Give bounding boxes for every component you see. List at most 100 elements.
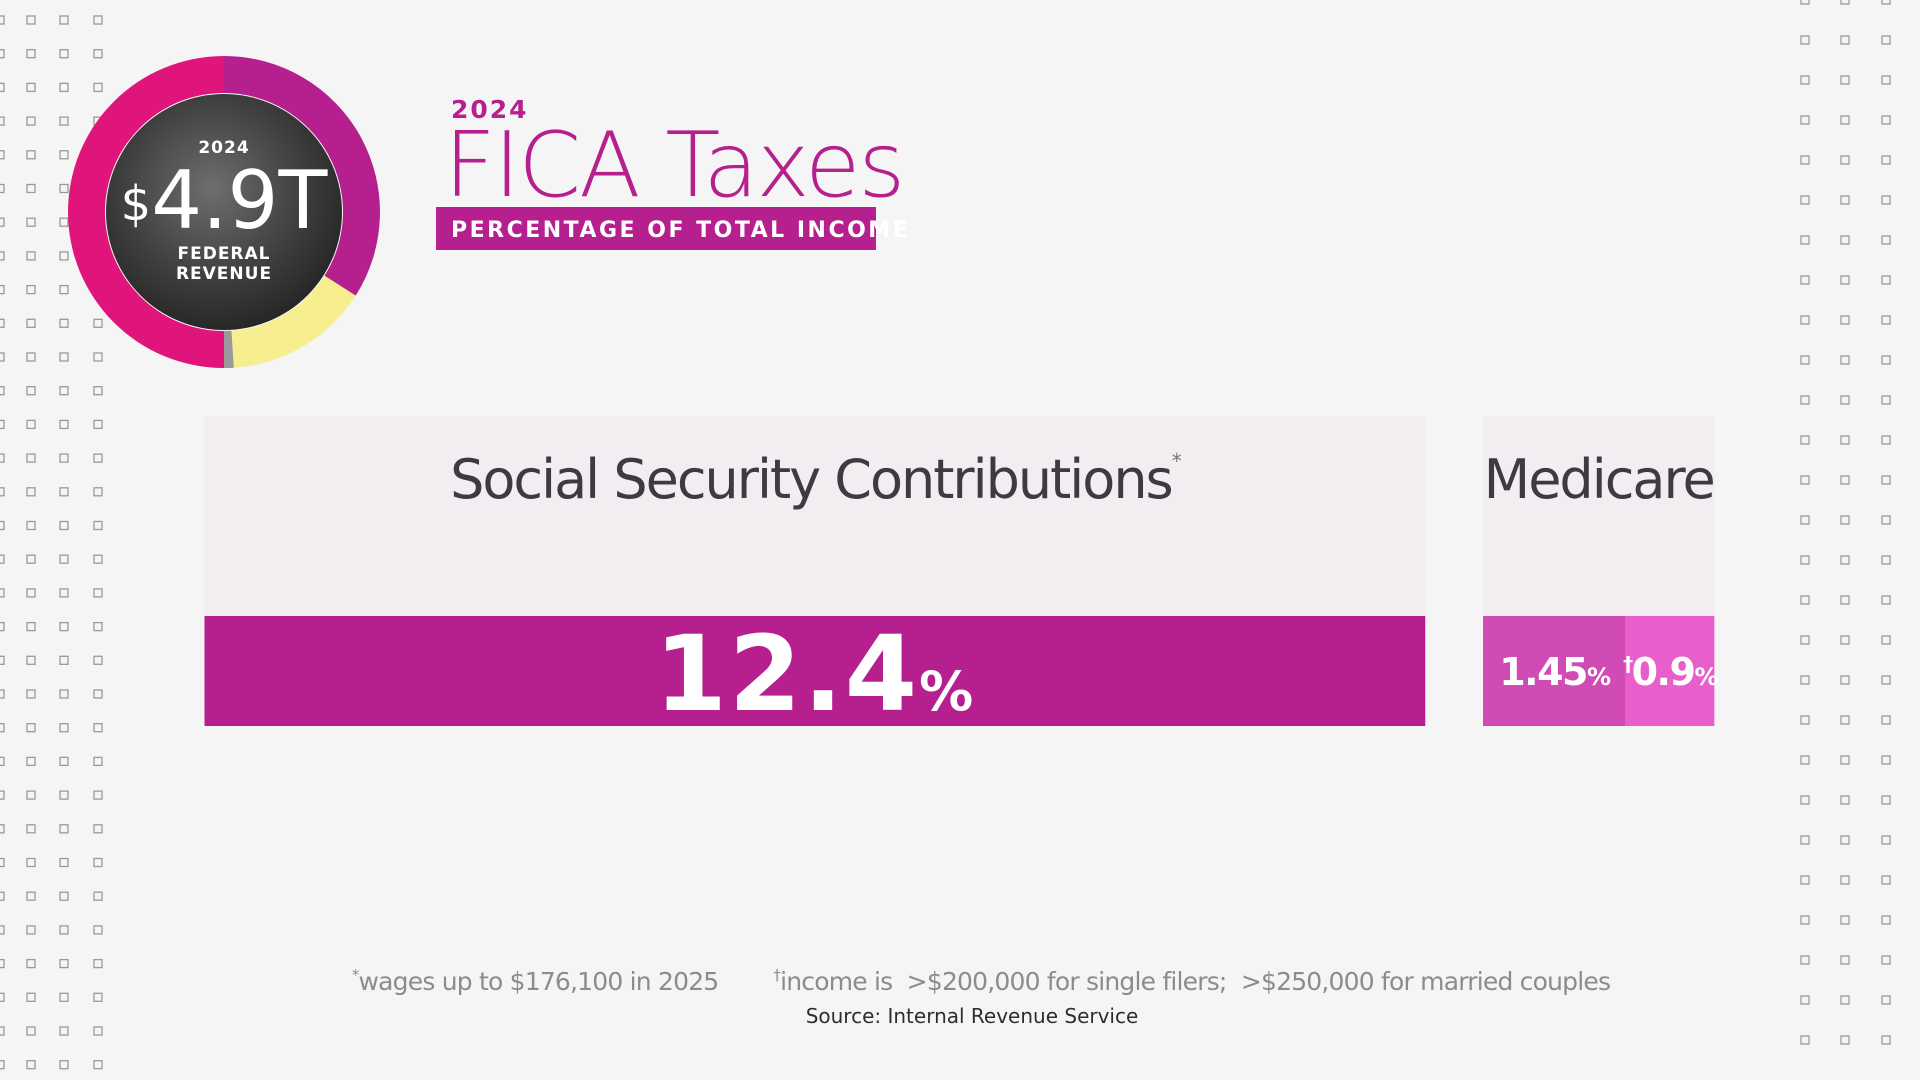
dot <box>1800 35 1810 45</box>
dot <box>93 958 103 969</box>
dot <box>93 689 103 699</box>
dot <box>59 824 69 834</box>
dot <box>0 150 5 160</box>
dot <box>26 183 36 194</box>
dot <box>93 318 103 328</box>
dot <box>1840 75 1850 85</box>
value-number: 12.4 <box>655 613 920 735</box>
dot <box>59 857 69 868</box>
dot <box>1881 195 1891 205</box>
dot <box>1800 435 1810 445</box>
dot <box>26 49 36 59</box>
dot <box>59 621 69 632</box>
dot <box>0 756 5 767</box>
dot <box>59 251 69 261</box>
donut-segment <box>224 56 380 296</box>
dot <box>1840 115 1850 125</box>
dot <box>93 82 103 93</box>
dot <box>93 1026 103 1036</box>
dot <box>1800 515 1810 525</box>
dot <box>26 386 36 396</box>
dot <box>59 15 69 25</box>
dot <box>1881 235 1891 245</box>
dot <box>26 824 36 834</box>
dot <box>0 621 5 632</box>
dot <box>0 487 5 497</box>
dot <box>0 689 5 699</box>
dot <box>1881 595 1891 605</box>
dot <box>59 487 69 497</box>
dot <box>1800 995 1810 1005</box>
dot <box>0 520 5 531</box>
dot <box>0 857 5 868</box>
dot <box>26 689 36 699</box>
dot <box>93 723 103 733</box>
dot-pattern <box>0 0 1891 1070</box>
dot <box>0 925 5 935</box>
footnotes: *wages up to $176,100 in 2025 †income is … <box>352 966 1610 996</box>
dot <box>1840 675 1850 685</box>
value-unit: % <box>919 660 975 723</box>
dot <box>59 49 69 59</box>
dot <box>1840 835 1850 845</box>
dot <box>26 554 36 564</box>
dot <box>59 925 69 935</box>
group-name: Medicare <box>1484 448 1714 511</box>
dot <box>26 588 36 598</box>
dot <box>1800 955 1810 965</box>
footnote-text: wages up to $176,100 in 2025 <box>359 967 719 996</box>
dot <box>93 15 103 25</box>
dot <box>1840 1035 1850 1045</box>
dot <box>1800 755 1810 765</box>
dot <box>59 756 69 767</box>
dot <box>1881 675 1891 685</box>
dot <box>26 82 36 93</box>
group-name-text: Medicare <box>1484 448 1714 511</box>
dot <box>26 284 36 295</box>
dot <box>1840 715 1850 725</box>
dot <box>26 891 36 901</box>
dot <box>1840 275 1850 285</box>
dot <box>59 183 69 194</box>
dot <box>59 419 69 430</box>
dot <box>59 992 69 1002</box>
dot <box>0 183 5 194</box>
dot <box>1881 75 1891 85</box>
dot <box>0 554 5 564</box>
dot <box>1840 435 1850 445</box>
dot <box>0 588 5 598</box>
dot <box>1840 635 1850 645</box>
dot <box>0 386 5 396</box>
dot <box>59 689 69 699</box>
dot <box>1881 315 1891 325</box>
header-title: FICA Taxes <box>444 113 903 218</box>
dot <box>0 824 5 834</box>
dot <box>59 453 69 463</box>
dot <box>93 925 103 935</box>
dot <box>1800 195 1810 205</box>
donut-segment <box>68 56 224 368</box>
dot <box>0 49 5 59</box>
dot <box>59 150 69 160</box>
dot <box>93 891 103 901</box>
dot <box>26 15 36 25</box>
dot <box>1840 235 1850 245</box>
dot <box>1881 35 1891 45</box>
dot <box>59 82 69 93</box>
dot <box>93 857 103 868</box>
dot <box>93 352 103 362</box>
subtitle-box <box>436 207 876 250</box>
header-subtitle: PERCENTAGE OF TOTAL INCOME <box>451 218 910 243</box>
dot <box>1800 75 1810 85</box>
dot <box>59 520 69 531</box>
dot <box>1800 715 1810 725</box>
dot <box>59 352 69 362</box>
source: Source: Internal Revenue Service <box>806 1004 1139 1028</box>
dot <box>59 554 69 564</box>
dot <box>1800 275 1810 285</box>
dot <box>1800 555 1810 565</box>
dot <box>93 49 103 59</box>
dot <box>59 1026 69 1036</box>
dot <box>1840 755 1850 765</box>
